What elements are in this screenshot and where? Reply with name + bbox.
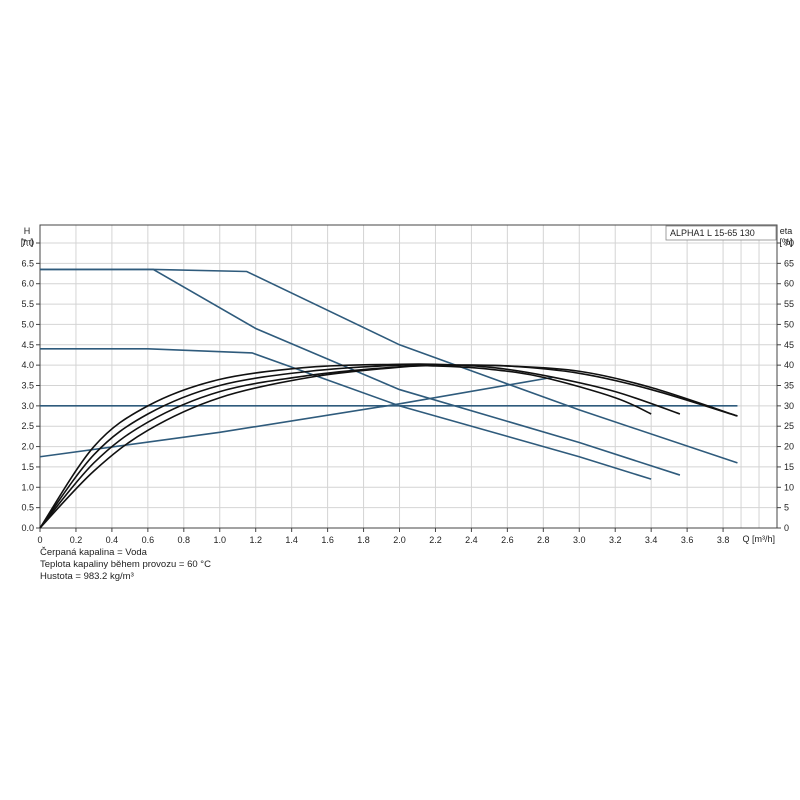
efficiency-curve-1 <box>39 363 738 529</box>
x-tick-label: 3.4 <box>645 535 658 545</box>
y-tick-label-right: 15 <box>784 462 794 472</box>
y-tick-label-left: 7.0 <box>21 238 34 248</box>
y-tick-label-right: 55 <box>784 299 794 309</box>
x-tick-label: 0.8 <box>178 535 191 545</box>
grid-layer <box>40 225 777 528</box>
density-text: Hustota = 983.2 kg/m³ <box>40 571 134 582</box>
x-tick-label: 2.4 <box>465 535 478 545</box>
x-tick-label: 2.2 <box>429 535 442 545</box>
x-tick-label: 1.4 <box>285 535 298 545</box>
plot-frame <box>39 224 778 529</box>
y-tick-label-left: 3.0 <box>21 401 34 411</box>
x-tick-label: 1.0 <box>213 535 226 545</box>
liquid-temperature-text: Teplota kapaliny během provozu = 60 °C <box>40 559 211 570</box>
x-tick-label: 1.6 <box>321 535 334 545</box>
y-tick-label-right: 30 <box>784 401 794 411</box>
y-tick-label-right: 5 <box>784 503 789 513</box>
y-tick-label-right: 0 <box>784 523 789 533</box>
y-tick-label-right: 65 <box>784 258 794 268</box>
x-tick-label: 0.6 <box>142 535 155 545</box>
y-tick-label-right: 25 <box>784 421 794 431</box>
y-tick-label-left: 4.5 <box>21 340 34 350</box>
operating-conditions: Čerpaná kapalina = Voda Teplota kapaliny… <box>40 547 211 583</box>
y-tick-label-left: 5.0 <box>21 319 34 329</box>
y-tick-label-left: 1.0 <box>21 482 34 492</box>
efficiency-curve-2 <box>39 363 681 529</box>
x-tick-label: 1.2 <box>249 535 262 545</box>
x-tick-label: 3.6 <box>681 535 694 545</box>
y-tick-label-left: 6.0 <box>21 279 34 289</box>
x-tick-label: 3.2 <box>609 535 622 545</box>
y-tick-label-left: 4.0 <box>21 360 34 370</box>
y-tick-label-left: 2.0 <box>21 442 34 452</box>
efficiency-curve-4 <box>39 364 738 529</box>
y-left-title: H <box>24 226 31 236</box>
label-layer: 0 0.2 0.4 0.6 0.8 1.0 1.2 1.4 1.6 1.8 2.0 2.2 2.4 2.6… <box>21 225 794 545</box>
x-axis-title: Q [m³/h] <box>742 534 775 544</box>
x-tick-label: 3.0 <box>573 535 586 545</box>
x-tick-label: 1.8 <box>357 535 370 545</box>
y-tick-label-left: 3.5 <box>21 381 34 391</box>
y-tick-label-right: 70 <box>784 238 794 248</box>
x-tick-label: 3.8 <box>717 535 730 545</box>
y-left-unit: [m] <box>21 237 34 247</box>
y-tick-label-right: 10 <box>784 482 794 492</box>
y-tick-label-right: 45 <box>784 340 794 350</box>
y-tick-label-right: 20 <box>784 442 794 452</box>
x-tick-label: 2.8 <box>537 535 550 545</box>
axis-layer <box>36 224 781 532</box>
y-tick-label-left: 6.5 <box>21 258 34 268</box>
x-tick-label: 0 <box>37 535 42 545</box>
x-tick-label: 2.0 <box>393 535 406 545</box>
title-box <box>665 225 777 241</box>
y-tick-label-left: 2.5 <box>21 421 34 431</box>
head-curve-3 <box>40 348 652 480</box>
series-layer <box>39 268 738 529</box>
x-tick-label: 2.6 <box>501 535 514 545</box>
y-tick-label-right: 60 <box>784 279 794 289</box>
y-tick-label-right: 40 <box>784 360 794 370</box>
head-curve-5 <box>39 376 553 458</box>
y-tick-label-right: 35 <box>784 381 794 391</box>
y-right-unit: [%] <box>779 237 792 247</box>
head-curve-2 <box>40 268 681 476</box>
x-tick-label: 0.4 <box>106 535 119 545</box>
y-tick-label-right: 50 <box>784 319 794 329</box>
x-tick-label: 0.2 <box>70 535 83 545</box>
y-tick-label-left: 5.5 <box>21 299 34 309</box>
chart-title: ALPHA1 L 15-65 130 <box>670 228 755 238</box>
pumped-liquid-text: Čerpaná kapalina = Voda <box>40 547 147 558</box>
y-right-title: eta <box>780 226 793 236</box>
y-tick-label-left: 0.5 <box>21 503 34 513</box>
y-tick-label-left: 0.0 <box>21 523 34 533</box>
y-tick-label-left: 1.5 <box>21 462 34 472</box>
